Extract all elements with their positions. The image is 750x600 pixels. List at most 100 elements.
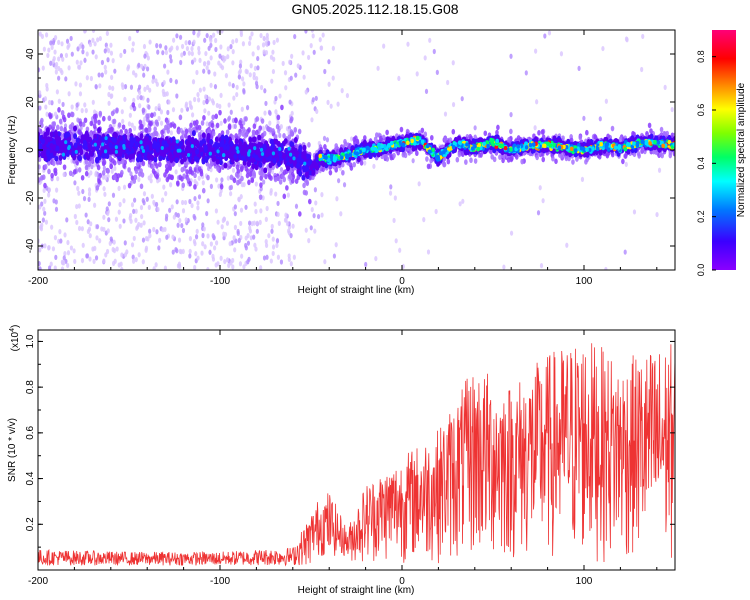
spectrogram-point bbox=[131, 41, 135, 47]
spectrogram-point bbox=[166, 160, 171, 166]
spectrogram-point bbox=[301, 50, 305, 56]
spectrogram-point bbox=[95, 185, 100, 191]
spectrogram-point bbox=[58, 154, 63, 161]
spectrogram-point bbox=[222, 216, 226, 222]
spectrogram-point bbox=[123, 96, 127, 102]
spectrogram-point bbox=[242, 87, 246, 94]
spectrogram-point bbox=[119, 52, 123, 58]
spectrogram-point bbox=[92, 258, 96, 265]
spectrogram-point bbox=[183, 133, 188, 139]
spectrogram-point bbox=[141, 259, 145, 265]
spectrogram-point bbox=[181, 227, 186, 234]
spectrogram-point bbox=[337, 178, 341, 184]
spectrogram-point bbox=[241, 41, 245, 47]
spectrogram-point bbox=[253, 65, 258, 72]
spectrogram-point bbox=[83, 102, 87, 108]
spectrogram-point bbox=[336, 101, 340, 107]
spectrogram-point bbox=[307, 142, 311, 148]
spectrogram-point bbox=[129, 171, 133, 177]
spectrogram-point bbox=[473, 158, 478, 164]
spectrogram-point bbox=[190, 202, 194, 209]
spectrogram-point bbox=[604, 266, 608, 270]
spectrogram-point bbox=[47, 47, 51, 53]
spectrogram-point bbox=[536, 210, 541, 216]
spectrogram-point bbox=[175, 45, 179, 51]
spectrogram-point bbox=[135, 161, 140, 167]
spectrogram-point bbox=[604, 98, 608, 104]
spectrogram-point bbox=[229, 260, 233, 266]
spectrogram-point bbox=[302, 182, 306, 189]
spectrogram-point bbox=[84, 159, 89, 165]
spectrogram-point bbox=[208, 249, 212, 255]
spectrogram-point bbox=[282, 193, 287, 200]
spectrogram-point bbox=[147, 104, 151, 110]
spectrogram-point bbox=[48, 99, 52, 106]
spectrogram-point bbox=[158, 161, 162, 168]
spectrogram-point bbox=[276, 200, 280, 207]
spectrogram-point bbox=[655, 211, 659, 218]
spectrogram-point bbox=[307, 238, 311, 244]
spectrogram-point bbox=[142, 72, 146, 78]
spectrogram-point bbox=[304, 89, 308, 95]
spectrogram-point bbox=[214, 46, 218, 53]
spectrogram-point bbox=[389, 184, 393, 190]
spectrogram-point bbox=[96, 37, 100, 43]
spectrogram-point bbox=[411, 158, 415, 164]
spectrogram-point bbox=[38, 31, 42, 37]
spectrogram-point bbox=[282, 133, 286, 139]
spectrogram-point bbox=[564, 155, 569, 162]
spectrogram-point bbox=[240, 106, 244, 112]
spectrogram-point bbox=[51, 40, 56, 46]
spectrogram-point bbox=[90, 164, 94, 170]
spectrogram-point bbox=[516, 135, 521, 141]
spectrogram-point bbox=[38, 177, 41, 183]
spectrogram-point bbox=[88, 233, 92, 239]
spectrogram-point bbox=[233, 123, 237, 129]
spectrogram-point bbox=[176, 222, 180, 228]
spectrogram-point bbox=[212, 234, 216, 241]
spectrogram-point bbox=[290, 53, 294, 59]
spectrogram-point bbox=[623, 153, 628, 159]
spectrogram-point bbox=[245, 172, 250, 179]
spectrogram-point bbox=[313, 187, 317, 193]
spectrogram-point bbox=[214, 113, 219, 120]
spectrogram-point bbox=[59, 125, 64, 132]
spectrogram-point bbox=[151, 78, 155, 84]
spectrogram-point bbox=[171, 234, 175, 240]
spectrogram-point bbox=[107, 115, 112, 122]
spectrogram-point bbox=[275, 238, 280, 244]
spectrogram-point bbox=[239, 194, 243, 200]
spectrogram-point bbox=[145, 127, 149, 134]
spectrogram-point bbox=[203, 244, 207, 250]
spectrogram-point bbox=[155, 174, 159, 180]
spectrogram-point bbox=[578, 134, 583, 141]
spectrogram-point bbox=[236, 168, 241, 175]
spectrogram-point bbox=[247, 127, 251, 133]
spectrogram-point bbox=[277, 220, 281, 226]
spectrogram-point bbox=[176, 212, 180, 218]
spectrogram-point bbox=[198, 57, 202, 63]
spectrogram-point bbox=[240, 253, 244, 259]
spectrogram-point bbox=[204, 94, 208, 100]
spectrogram-point bbox=[133, 174, 138, 181]
spectrogram-point bbox=[133, 197, 137, 203]
spectrogram-point bbox=[339, 211, 343, 217]
spectrogram-point bbox=[164, 49, 168, 56]
spectrogram-point bbox=[321, 166, 325, 173]
spectrogram-point bbox=[289, 261, 293, 267]
spectrogram-point bbox=[554, 158, 558, 165]
spectrogram-point bbox=[632, 209, 637, 215]
spectrogram-point bbox=[202, 226, 206, 232]
spectrogram-point bbox=[241, 131, 245, 137]
spectrogram-point bbox=[274, 95, 278, 102]
spectrogram-point bbox=[200, 120, 205, 126]
spectrogram-point bbox=[178, 217, 182, 224]
spectrogram-point bbox=[191, 130, 196, 137]
spectrogram-point bbox=[95, 235, 99, 241]
spectrogram-point bbox=[268, 120, 272, 126]
spectrogram-point bbox=[47, 245, 51, 251]
spectrogram-point bbox=[245, 105, 250, 111]
spectrogram-point bbox=[53, 111, 58, 117]
spectrogram-point bbox=[239, 123, 244, 130]
spectrogram-point bbox=[77, 167, 82, 173]
